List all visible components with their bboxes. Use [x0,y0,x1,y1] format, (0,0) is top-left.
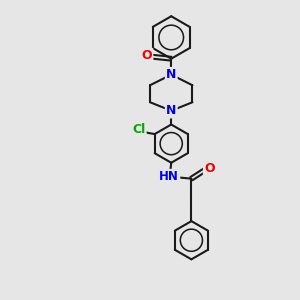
Text: N: N [166,68,176,81]
Text: O: O [204,161,215,175]
Text: O: O [142,49,152,62]
Text: HN: HN [159,170,179,183]
Text: Cl: Cl [132,123,146,136]
Text: N: N [166,104,176,117]
